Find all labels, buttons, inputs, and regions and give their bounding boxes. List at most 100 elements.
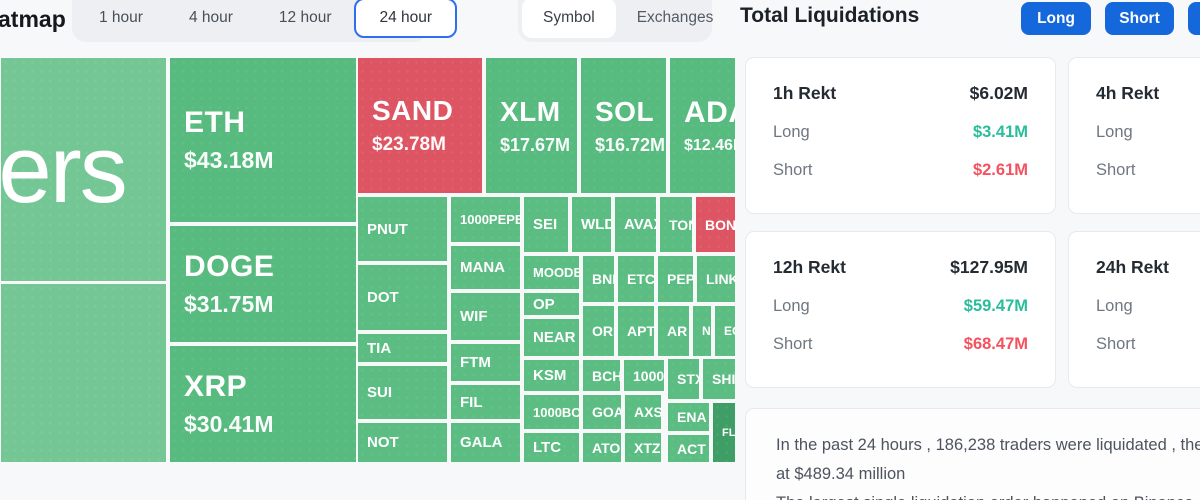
tile-symbol: NEO: [702, 324, 711, 338]
view-exchanges[interactable]: Exchanges: [636, 9, 714, 26]
treemap-tile-SOL[interactable]: SOL $16.72M: [580, 57, 667, 194]
treemap-tile-MOODENG[interactable]: MOODENG: [523, 255, 580, 290]
tab-4-hour[interactable]: 4 hour: [188, 9, 233, 26]
treemap-tile-AR[interactable]: AR: [657, 305, 690, 357]
treemap-tile-ACT[interactable]: ACT: [667, 434, 710, 463]
treemap-tile-GALA[interactable]: GALA: [450, 422, 521, 463]
tab-12-hour[interactable]: 12 hour: [278, 9, 332, 26]
view-toggle: Symbol Exchanges: [518, 0, 713, 42]
treemap-tile-ETH[interactable]: ETH $43.18M: [169, 57, 357, 223]
tile-symbol: AR: [667, 323, 688, 339]
tile-symbol: FIL: [460, 393, 483, 411]
treemap-tile-APT[interactable]: APT: [617, 305, 655, 357]
treemap-tile-XLM[interactable]: XLM $17.67M: [485, 57, 578, 194]
liquidation-summary-panel: In the past 24 hours , 186,238 traders w…: [745, 408, 1200, 500]
treemap-tile-PNUT[interactable]: PNUT: [357, 196, 448, 262]
treemap-tile-OP[interactable]: OP: [523, 292, 580, 316]
tile-symbol: TIA: [367, 339, 392, 357]
top-bar: atmap 1 hour 4 hour 12 hour 24 hour Symb…: [0, 0, 1200, 57]
treemap-tile-SUI[interactable]: SUI: [357, 365, 448, 420]
treemap-tile-KSM[interactable]: KSM: [523, 359, 580, 392]
treemap-tile-WIF[interactable]: WIF: [450, 292, 521, 341]
card-title: 24h Rekt: [1096, 257, 1169, 277]
tile-symbol: ETH: [184, 106, 246, 139]
tile-symbol: ETC: [627, 271, 655, 287]
page-title: atmap: [0, 6, 66, 32]
tile-symbol: AVAX: [624, 216, 656, 233]
treemap-tile-AVAX[interactable]: AVAX: [614, 196, 657, 253]
long-button[interactable]: Long: [1021, 2, 1091, 35]
treemap-tile-ETC[interactable]: ETC: [617, 255, 655, 303]
treemap-tile-SEI[interactable]: SEI: [523, 196, 569, 253]
treemap-tile-AXS[interactable]: AXS: [624, 394, 662, 430]
treemap-tile-hers[interactable]: hers: [0, 57, 167, 282]
treemap-tile-PEPE[interactable]: PEPE: [657, 255, 694, 303]
summary-line-2: at $489.34 million: [776, 465, 906, 483]
cutoff-button[interactable]: [1188, 2, 1200, 35]
treemap-tile-FLOKI[interactable]: FLOKI: [712, 402, 736, 463]
treemap-tile-WLD[interactable]: WLD: [571, 196, 612, 253]
tile-symbol: 1000: [633, 367, 665, 384]
treemap-tile-ATOM[interactable]: ATOM: [582, 432, 622, 463]
tile-symbol: SEI: [533, 216, 558, 233]
treemap-tile-ADA[interactable]: ADA $12.46M: [669, 57, 736, 194]
tile-symbol: GALA: [460, 434, 503, 451]
card-12h-rekt: 12h Rekt $127.95M Long $59.47M Short $68…: [745, 231, 1056, 388]
treemap-tile-NEO[interactable]: NEO: [692, 305, 712, 357]
treemap-tile-1000BONK[interactable]: 1000BONK: [523, 394, 580, 430]
tile-symbol: NEAR: [533, 329, 576, 346]
treemap-tile-TON[interactable]: TON: [659, 196, 693, 253]
treemap-tile-FTM[interactable]: FTM: [450, 343, 521, 382]
treemap-tile-FIL[interactable]: FIL: [450, 384, 521, 420]
treemap-tile-LINK[interactable]: LINK: [696, 255, 736, 303]
treemap-tile-1000[interactable]: 1000: [623, 359, 665, 392]
short-value: $2.61M: [972, 161, 1028, 179]
view-symbol[interactable]: Symbol: [522, 0, 616, 38]
treemap-tile-SAND[interactable]: SAND $23.78M: [357, 57, 483, 194]
tile-value: $23.78M: [372, 134, 446, 155]
treemap-tile-BONK[interactable]: BONK: [695, 196, 736, 253]
tab-24-hour[interactable]: 24 hour: [354, 0, 458, 38]
tile-symbol: ATOM: [592, 439, 621, 456]
tile-symbol: EOS: [724, 324, 735, 338]
tile-value: $17.67M: [500, 134, 571, 155]
treemap-tile-STX[interactable]: STX: [667, 358, 700, 400]
tile-symbol: AXS: [634, 404, 662, 420]
tile-value: $43.18M: [184, 147, 274, 173]
treemap-tile-XRP[interactable]: XRP $30.41M: [169, 345, 357, 463]
treemap-tile-1000PEPE[interactable]: 1000PEPE: [450, 196, 521, 243]
tile-symbol: 1000PEPE: [460, 212, 521, 227]
tile-symbol: GOAT: [592, 404, 622, 420]
treemap-tile-MANA[interactable]: MANA: [450, 245, 521, 290]
treemap-tile-DOT[interactable]: DOT: [357, 264, 448, 331]
tile-symbol: BNB: [592, 271, 614, 287]
tile-symbol: TON: [669, 216, 692, 233]
short-button[interactable]: Short: [1105, 2, 1174, 35]
treemap-tile-GOAT[interactable]: GOAT: [582, 394, 622, 430]
tile-symbol: BONK: [705, 216, 736, 233]
short-value: $68.47M: [963, 335, 1028, 353]
tab-1-hour[interactable]: 1 hour: [99, 9, 143, 26]
treemap-tile-BCH[interactable]: BCH: [582, 359, 621, 392]
treemap-tile-NOT[interactable]: NOT: [357, 422, 448, 463]
treemap-tile-DOGE[interactable]: DOGE $31.75M: [169, 225, 357, 343]
treemap-tile-TIA[interactable]: TIA: [357, 333, 448, 363]
treemap-tile-SHIB[interactable]: SHIB: [702, 358, 736, 400]
tile-symbol: OP: [533, 295, 555, 313]
treemap-tile-BNB[interactable]: BNB: [582, 255, 615, 303]
treemap-tile-XTZ[interactable]: XTZ: [624, 432, 662, 463]
tile-symbol: APT: [627, 323, 655, 339]
tile-symbol: FLOKI: [722, 426, 736, 439]
tile-symbol: XLM: [500, 95, 561, 127]
treemap-tile-ENA[interactable]: ENA: [667, 402, 710, 432]
treemap: hers ETH $43.18M DOGE $31.75M XRP $30.41M SAND $…: [0, 57, 736, 463]
short-label: Short: [1096, 161, 1136, 179]
treemap-tile-NEAR[interactable]: NEAR: [523, 318, 580, 357]
treemap-tile-LTC[interactable]: LTC: [523, 432, 580, 463]
tile-symbol: WIF: [460, 308, 488, 325]
card-total: $127.95M: [950, 257, 1028, 277]
treemap-tile-ORDI[interactable]: ORDI: [582, 305, 615, 357]
tile-symbol: XTZ: [634, 439, 661, 456]
treemap-tile-unlabeled[interactable]: [0, 283, 167, 463]
treemap-tile-EOS[interactable]: EOS: [714, 305, 736, 357]
